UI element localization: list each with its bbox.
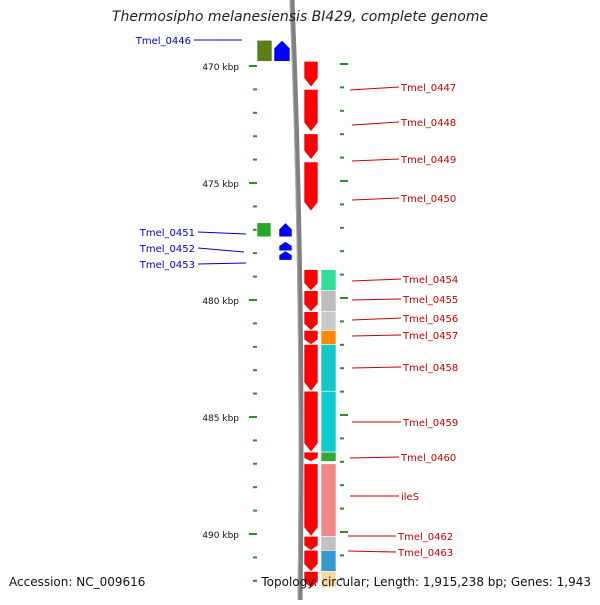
cog-block-tmel-0456 xyxy=(320,311,337,331)
gene-label-tmel-0463: Tmel_0463 xyxy=(397,548,453,559)
leader-line-tmel-0460 xyxy=(349,456,400,459)
gene-arrow-tmel-0451 xyxy=(278,222,293,238)
genome-backbone-highlight xyxy=(289,0,300,601)
gene-label-tmel-0450: Tmel_0450 xyxy=(400,194,456,205)
cog-block-iles xyxy=(320,463,337,537)
leader-line-tmel-0463 xyxy=(347,550,397,553)
gene-label-tmel-0448: Tmel_0448 xyxy=(400,118,456,129)
cog-block-tmel-0446 xyxy=(256,39,273,62)
cog-block-unnamed-gene xyxy=(320,571,337,589)
leader-line-tmel-0457 xyxy=(351,334,402,337)
leader-line-tmel-0454 xyxy=(351,278,402,282)
gene-arrow-unnamed-gene xyxy=(303,571,319,589)
gene-arrow-tmel-0447 xyxy=(303,61,319,88)
gene-arrow-tmel-0452 xyxy=(278,241,293,252)
cog-block-tmel-0460 xyxy=(320,451,337,462)
genome-backbone-arc xyxy=(289,0,304,601)
gene-arrow-tmel-0453 xyxy=(278,250,293,261)
ruler-label: 470 kbp xyxy=(202,63,239,73)
gene-label-iles: ileS xyxy=(401,492,419,503)
gene-label-tmel-0462: Tmel_0462 xyxy=(397,532,453,543)
leader-line-tmel-0453 xyxy=(197,262,247,265)
cog-block-tmel-0463 xyxy=(320,550,337,572)
gene-arrow-tmel-0457 xyxy=(303,330,319,345)
gene-arrow-tmel-0458 xyxy=(303,344,319,392)
gene-label-tmel-0455: Tmel_0455 xyxy=(402,295,458,306)
gene-label-tmel-0451: Tmel_0451 xyxy=(139,228,195,239)
gene-label-tmel-0459: Tmel_0459 xyxy=(402,418,458,429)
cog-block-tmel-0462 xyxy=(320,536,337,551)
leader-line-tmel-0458 xyxy=(351,366,402,369)
cog-block-tmel-0455 xyxy=(320,290,337,313)
gene-arrow-tmel-0456 xyxy=(303,311,319,331)
gene-label-tmel-0457: Tmel_0457 xyxy=(402,331,458,342)
leader-line-tmel-0451 xyxy=(197,231,247,235)
ruler-label: 490 kbp xyxy=(202,531,239,541)
gene-arrow-tmel-0454 xyxy=(303,269,319,292)
accession-label: Accession: NC_009616 xyxy=(9,575,146,589)
gene-label-tmel-0449: Tmel_0449 xyxy=(400,155,456,166)
ruler-label: 475 kbp xyxy=(202,180,239,190)
gene-label-tmel-0452: Tmel_0452 xyxy=(139,244,195,255)
gene-arrow-tmel-0459 xyxy=(303,390,319,453)
gene-label-tmel-0456: Tmel_0456 xyxy=(402,314,458,325)
gene-label-tmel-0454: Tmel_0454 xyxy=(402,275,458,286)
leader-line-tmel-0456 xyxy=(351,317,402,321)
topology-summary: Topology: circular; Length: 1,915,238 bp… xyxy=(261,575,591,589)
gene-label-tmel-0458: Tmel_0458 xyxy=(402,363,458,374)
genome-title: Thermosipho melanesiensis BI429, complet… xyxy=(111,9,489,25)
gene-label-tmel-0460: Tmel_0460 xyxy=(400,453,456,464)
leader-line-tmel-0450 xyxy=(351,197,400,201)
gene-label-tmel-0446: Tmel_0446 xyxy=(135,36,191,47)
gene-arrow-tmel-0449 xyxy=(303,133,319,161)
cog-block-tmel-0454 xyxy=(320,269,337,291)
cog-block-tmel-0451 xyxy=(256,222,272,238)
cog-block-tmel-0459 xyxy=(320,390,337,453)
gene-arrow-tmel-0463 xyxy=(303,550,319,572)
leader-line-tmel-0449 xyxy=(351,158,400,162)
gene-arrow-iles xyxy=(303,463,319,537)
ruler-label: 480 kbp xyxy=(202,297,239,307)
leader-line-tmel-0452 xyxy=(197,247,245,253)
leader-line-tmel-0455 xyxy=(351,298,402,301)
ruler-label: 485 kbp xyxy=(202,414,239,424)
gene-arrow-tmel-0460 xyxy=(303,451,319,462)
gene-arrow-tmel-0448 xyxy=(303,89,319,133)
gene-arrow-tmel-0446 xyxy=(273,39,291,62)
leader-line-tmel-0448 xyxy=(351,121,400,126)
cog-block-tmel-0458 xyxy=(320,344,337,392)
gene-arrow-tmel-0450 xyxy=(303,161,319,212)
cog-block-tmel-0457 xyxy=(320,330,337,345)
leader-line-tmel-0447 xyxy=(349,86,400,91)
gene-label-tmel-0453: Tmel_0453 xyxy=(139,260,195,271)
gene-label-tmel-0447: Tmel_0447 xyxy=(400,83,456,94)
gene-arrow-tmel-0455 xyxy=(303,290,319,313)
gene-arrow-tmel-0462 xyxy=(303,536,319,551)
